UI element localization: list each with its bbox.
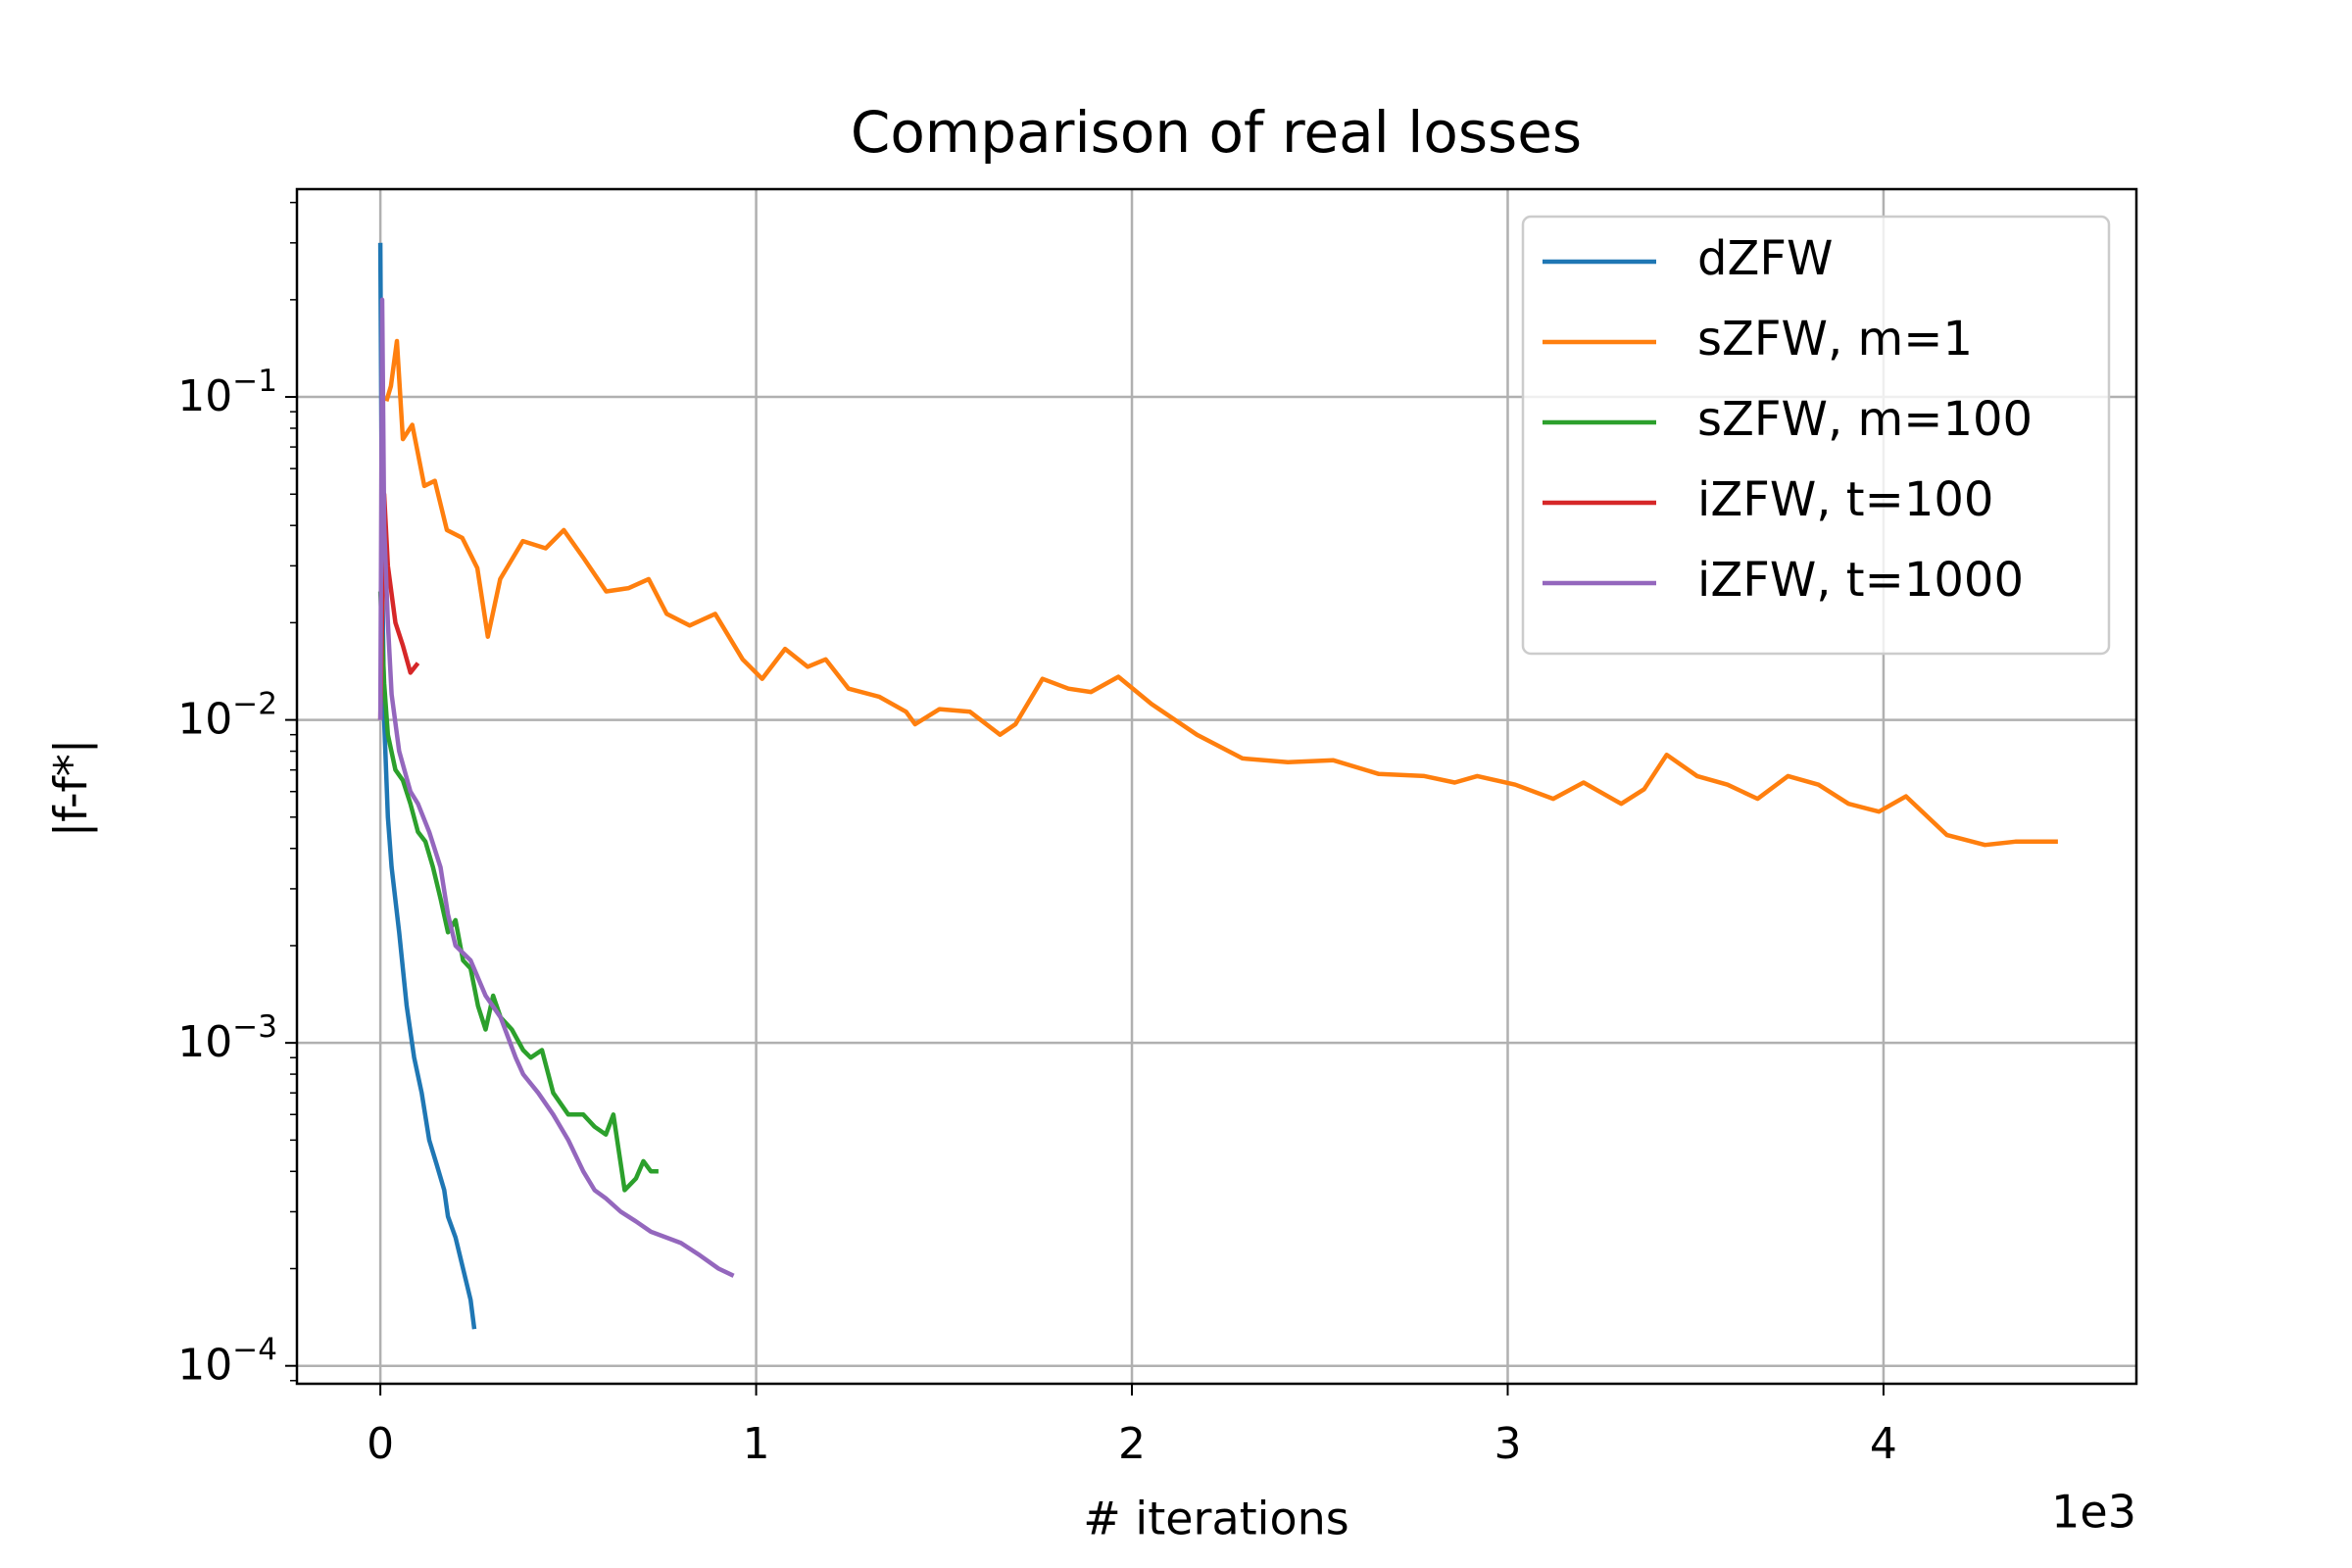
legend-label: iZFW, t=1000 <box>1697 553 2024 608</box>
x-tick-label: 2 <box>1118 1419 1146 1469</box>
chart-title: Comparison of real losses <box>851 99 1582 166</box>
y-axis-label: |f-f*| <box>45 739 99 837</box>
plot-frame <box>295 187 2138 1386</box>
legend-box <box>1521 215 2111 656</box>
y-tick-base: 10 <box>177 371 232 421</box>
series-line <box>384 338 2058 848</box>
y-tick-exponent: −2 <box>232 687 277 722</box>
legend-label: dZFW <box>1697 231 1833 286</box>
x-tick-label: 3 <box>1494 1419 1521 1469</box>
legend-label: iZFW, t=100 <box>1697 472 1993 527</box>
series-line <box>377 242 477 1330</box>
x-tick-label: 4 <box>1870 1419 1897 1469</box>
series-line <box>377 591 659 1193</box>
series-line <box>377 297 735 1278</box>
y-tick-label: 10−4 <box>177 1333 277 1391</box>
y-tick-exponent: −3 <box>232 1009 277 1045</box>
y-tick-base: 10 <box>177 695 232 745</box>
legend-label: sZFW, m=1 <box>1697 312 1973 367</box>
x-tick-label: 1 <box>743 1419 770 1469</box>
y-tick-exponent: −1 <box>232 364 277 399</box>
y-tick-label: 10−1 <box>177 364 277 421</box>
x-axis-label: # iterations <box>1083 1493 1348 1545</box>
y-tick-base: 10 <box>177 1017 232 1067</box>
y-tick-label: 10−2 <box>177 687 277 745</box>
y-tick-label: 10−3 <box>177 1009 277 1067</box>
x-offset-label: 1e3 <box>2051 1486 2136 1539</box>
y-tick-base: 10 <box>177 1341 232 1391</box>
y-tick-exponent: −4 <box>232 1333 277 1368</box>
legend-label: sZFW, m=100 <box>1697 392 2033 447</box>
x-tick-label: 0 <box>367 1419 394 1469</box>
